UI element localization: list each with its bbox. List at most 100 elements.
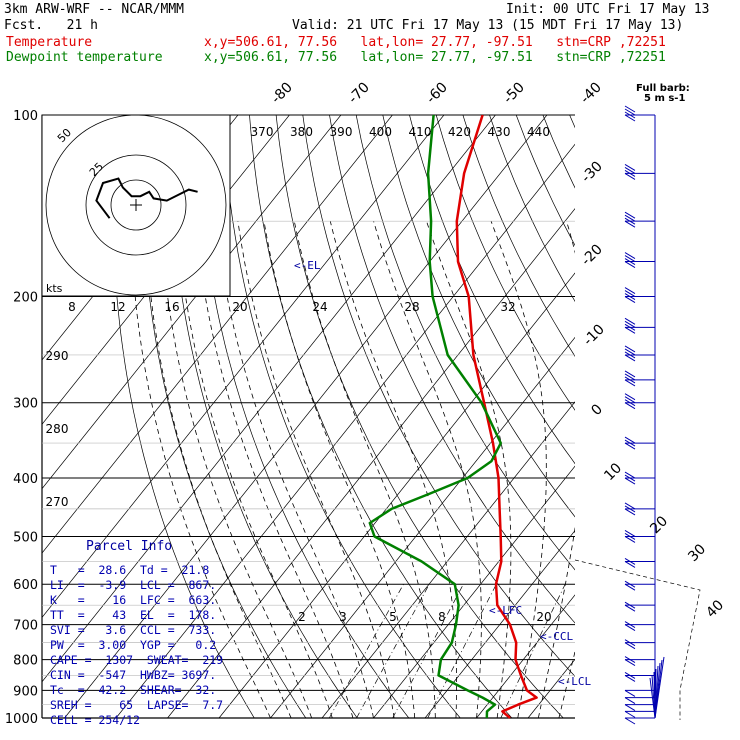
wind-barb xyxy=(624,290,636,297)
temperature-label: Temperature xyxy=(6,35,93,50)
wind-barb xyxy=(624,561,636,568)
parcel-row: CELL = 254/12 xyxy=(50,713,141,727)
wind-barb xyxy=(624,624,636,632)
parcel-row: TT = 43 EL = 178. xyxy=(50,608,217,622)
isotherm-label: 30 xyxy=(685,541,709,565)
wind-barb xyxy=(624,287,636,294)
wind-barb xyxy=(624,717,636,725)
dewpoint-profile xyxy=(368,115,503,719)
isotherm-line xyxy=(64,115,548,719)
parcel-row: K = 16 LFC = 663. xyxy=(50,593,217,607)
isotherm-label: -30 xyxy=(578,158,605,185)
mixing-ratio-line xyxy=(328,584,404,719)
mixing-ratio-line xyxy=(500,584,566,719)
wind-barb xyxy=(624,675,636,682)
dry-adiabat-label: 390 xyxy=(330,125,353,139)
parcel-info-title: Parcel Info xyxy=(86,539,173,554)
moist-adiabat-line xyxy=(580,221,702,718)
moist-adiabat-label: 32 xyxy=(500,300,515,314)
wind-barb xyxy=(624,659,636,666)
parcel-row: CIN = -547 HWBZ= 3697. xyxy=(50,668,217,682)
isotherm-line xyxy=(42,115,393,554)
wind-barb xyxy=(624,583,636,591)
moist-adiabat-line xyxy=(293,221,436,718)
wind-barb xyxy=(624,471,636,479)
ccl-marker: <-CCL xyxy=(540,630,574,643)
dewpoint-label: Dewpoint temperature xyxy=(6,50,163,65)
wind-barb xyxy=(624,320,636,328)
isotherm-line xyxy=(42,115,342,490)
dry-adiabat-label: 430 xyxy=(488,125,511,139)
moist-adiabat-label: 290 xyxy=(46,349,69,363)
mixing-ratio-line xyxy=(392,584,464,719)
parcel-row: Tc = 42.2 SHEAR= 32. xyxy=(50,683,217,697)
wind-barb xyxy=(624,402,636,410)
wind-barb xyxy=(624,173,636,180)
moist-adiabat-label: 28 xyxy=(404,300,419,314)
wind-barb xyxy=(624,530,636,537)
wind-barb xyxy=(624,167,636,174)
hodograph-trace xyxy=(95,177,198,219)
moist-adiabat-line xyxy=(144,221,292,719)
isotherm-line xyxy=(476,594,575,719)
moist-adiabat-line xyxy=(329,221,458,719)
moist-adiabat-line xyxy=(490,221,547,719)
parcel-row: SVI = 3.6 CCL = 733. xyxy=(50,623,217,637)
wind-barb xyxy=(624,317,636,325)
hodograph-ring xyxy=(85,154,187,256)
wind-barb xyxy=(624,642,636,650)
wind-barb xyxy=(624,477,636,485)
dry-adiabat-line xyxy=(382,115,575,518)
mixing-ratio-label: 2 xyxy=(298,610,306,624)
barb-legend-line2: 5 m s-1 xyxy=(644,93,686,104)
wind-barb xyxy=(624,296,636,303)
el-marker: <-EL xyxy=(294,259,321,272)
wind-barb xyxy=(624,211,636,219)
dry-adiabat-line xyxy=(249,115,513,719)
isotherm-label: 40 xyxy=(703,597,727,621)
mixing-ratio-label: 8 xyxy=(438,610,446,624)
isotherm-label: 20 xyxy=(647,513,671,537)
pressure-label: 500 xyxy=(13,530,38,545)
dry-adiabat-line xyxy=(435,115,575,411)
moist-adiabat-line xyxy=(194,221,354,719)
wind-barb xyxy=(624,164,636,171)
isotherm-label: -70 xyxy=(345,79,372,106)
isotherm-label: 0 xyxy=(588,401,606,419)
wind-barb xyxy=(624,710,636,718)
isotherm-label: -60 xyxy=(423,79,450,106)
dry-adiabat-line xyxy=(355,115,575,571)
isotherm-label: -40 xyxy=(577,79,604,106)
temperature-location-info: x,y=506.61, 77.56 lat,lon= 27.77, -97.51… xyxy=(204,35,666,50)
init-time: Init: 00 UTC Fri 17 May 13 xyxy=(506,2,710,17)
model-title: 3km ARW-WRF -- NCAR/MMM xyxy=(4,2,185,17)
barb-legend-line1: Full barb: xyxy=(636,83,690,94)
forecast-hour: Fcst. 21 h xyxy=(4,18,98,33)
wind-barb xyxy=(624,108,636,116)
wind-barb xyxy=(624,326,636,334)
wind-barb xyxy=(624,697,636,705)
wind-barb xyxy=(624,442,636,450)
parcel-row: LI = -3.9 LCL = 867. xyxy=(50,578,217,592)
wind-barb xyxy=(624,252,636,259)
dewpoint-location-info: x,y=506.61, 77.56 lat,lon= 27.77, -97.51… xyxy=(204,50,666,65)
moist-adiabat-label: 20 xyxy=(232,300,247,314)
dry-adiabat-line xyxy=(676,115,740,718)
temperature-profile xyxy=(455,115,538,719)
wind-barb xyxy=(624,114,636,122)
wind-barb xyxy=(624,396,636,404)
wind-barb xyxy=(624,348,636,356)
wind-barb xyxy=(624,689,636,697)
moist-adiabat-label: 8 xyxy=(68,300,76,314)
moist-adiabat-line xyxy=(426,221,512,719)
moist-adiabat-label: 12 xyxy=(110,300,125,314)
moist-adiabat-line xyxy=(176,221,333,719)
isotherm-label: 10 xyxy=(601,460,625,484)
isotherm-label: -80 xyxy=(268,79,295,106)
dry-adiabat-label: 370 xyxy=(251,125,274,139)
wind-barb xyxy=(624,373,636,381)
pressure-label: 800 xyxy=(13,654,38,669)
pressure-label: 600 xyxy=(13,578,38,593)
lfc-marker: <-LFC xyxy=(489,604,523,617)
pressure-label: 200 xyxy=(13,291,38,306)
